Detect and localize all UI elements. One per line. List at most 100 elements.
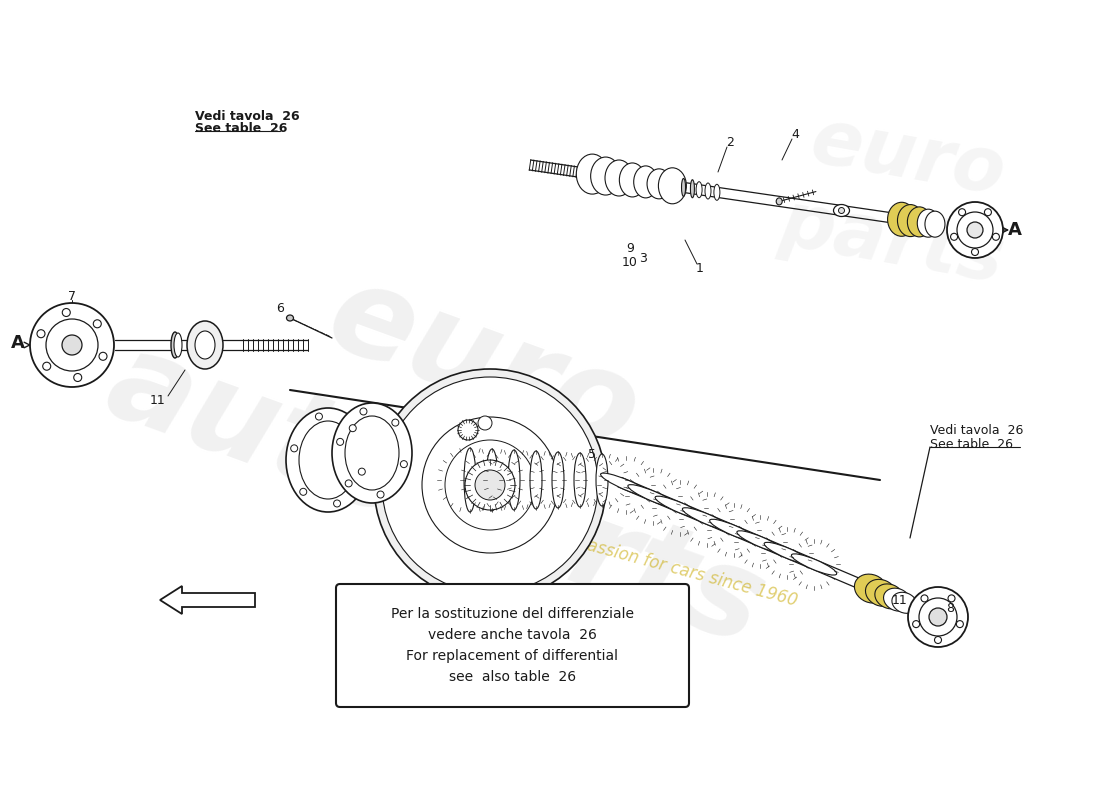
Ellipse shape <box>634 166 658 198</box>
Circle shape <box>377 491 384 498</box>
Text: 5: 5 <box>588 449 596 462</box>
Ellipse shape <box>691 180 694 198</box>
Circle shape <box>374 369 606 601</box>
Circle shape <box>74 374 81 382</box>
Circle shape <box>935 637 942 643</box>
Ellipse shape <box>552 452 564 508</box>
Ellipse shape <box>574 453 586 507</box>
Ellipse shape <box>714 184 719 200</box>
Circle shape <box>382 377 598 593</box>
Ellipse shape <box>682 178 685 197</box>
Ellipse shape <box>619 163 646 197</box>
Text: A: A <box>11 334 25 352</box>
Ellipse shape <box>286 408 370 512</box>
Ellipse shape <box>530 451 542 509</box>
Ellipse shape <box>866 579 896 606</box>
Ellipse shape <box>628 485 679 508</box>
Text: Vedi tavola  26: Vedi tavola 26 <box>195 110 299 122</box>
Circle shape <box>956 621 964 628</box>
Circle shape <box>950 234 958 240</box>
Circle shape <box>913 621 920 628</box>
Ellipse shape <box>345 416 399 490</box>
Circle shape <box>422 417 558 553</box>
Circle shape <box>345 480 352 487</box>
Circle shape <box>446 440 535 530</box>
Ellipse shape <box>883 588 911 611</box>
Text: Per la sostituzione del differenziale
vedere anche tavola  26
For replacement of: Per la sostituzione del differenziale ve… <box>390 606 634 684</box>
Circle shape <box>458 420 478 440</box>
Ellipse shape <box>791 554 837 575</box>
Circle shape <box>947 202 1003 258</box>
Circle shape <box>400 461 407 468</box>
Ellipse shape <box>174 333 182 357</box>
Circle shape <box>63 309 70 317</box>
Circle shape <box>290 445 298 452</box>
Circle shape <box>37 330 45 338</box>
Ellipse shape <box>892 592 917 614</box>
Circle shape <box>62 335 82 355</box>
Circle shape <box>99 352 107 360</box>
Circle shape <box>46 319 98 371</box>
Text: Vedi tavola  26: Vedi tavola 26 <box>930 423 1023 437</box>
Text: 2: 2 <box>726 137 734 150</box>
Ellipse shape <box>764 542 811 564</box>
Text: 10: 10 <box>623 257 638 270</box>
Ellipse shape <box>286 315 294 321</box>
Text: A: A <box>1008 221 1022 239</box>
Circle shape <box>930 608 947 626</box>
Text: a passion for cars since 1960: a passion for cars since 1960 <box>560 530 800 610</box>
Text: 7: 7 <box>68 290 76 302</box>
Circle shape <box>392 419 399 426</box>
Ellipse shape <box>605 160 632 196</box>
Ellipse shape <box>656 496 705 519</box>
Ellipse shape <box>486 449 498 511</box>
Ellipse shape <box>508 450 520 510</box>
Text: See table  26: See table 26 <box>930 438 1013 450</box>
Ellipse shape <box>737 530 784 553</box>
Circle shape <box>971 249 979 255</box>
Ellipse shape <box>917 209 939 237</box>
Text: 3: 3 <box>639 253 647 266</box>
Text: 1: 1 <box>696 262 704 274</box>
Ellipse shape <box>874 584 904 609</box>
Circle shape <box>918 598 957 636</box>
Circle shape <box>30 303 114 387</box>
Circle shape <box>349 425 356 432</box>
Circle shape <box>300 488 307 495</box>
Ellipse shape <box>710 519 758 542</box>
Text: 11: 11 <box>150 394 166 406</box>
Ellipse shape <box>777 198 782 205</box>
Ellipse shape <box>195 331 214 359</box>
Circle shape <box>359 468 365 475</box>
Ellipse shape <box>299 421 358 499</box>
Ellipse shape <box>705 183 711 199</box>
FancyArrow shape <box>160 586 255 614</box>
Circle shape <box>475 470 505 500</box>
Circle shape <box>360 408 367 415</box>
Circle shape <box>316 413 322 420</box>
Ellipse shape <box>332 403 412 503</box>
Circle shape <box>337 438 343 446</box>
Text: euro
parts: euro parts <box>776 102 1025 298</box>
Ellipse shape <box>601 473 652 497</box>
Ellipse shape <box>187 321 223 369</box>
Ellipse shape <box>682 508 732 530</box>
Circle shape <box>478 416 492 430</box>
FancyBboxPatch shape <box>336 584 689 707</box>
Circle shape <box>333 500 341 507</box>
Text: 11: 11 <box>892 594 907 606</box>
Circle shape <box>94 320 101 328</box>
Ellipse shape <box>464 448 476 512</box>
Circle shape <box>957 212 993 248</box>
Text: 8: 8 <box>946 602 954 614</box>
Ellipse shape <box>596 454 608 506</box>
Ellipse shape <box>647 169 671 199</box>
Text: 4: 4 <box>791 129 799 142</box>
Ellipse shape <box>591 157 620 195</box>
Ellipse shape <box>834 205 849 217</box>
Ellipse shape <box>838 207 845 214</box>
Text: 6: 6 <box>276 302 284 314</box>
Ellipse shape <box>888 202 915 236</box>
Ellipse shape <box>925 211 945 237</box>
Ellipse shape <box>659 168 686 204</box>
